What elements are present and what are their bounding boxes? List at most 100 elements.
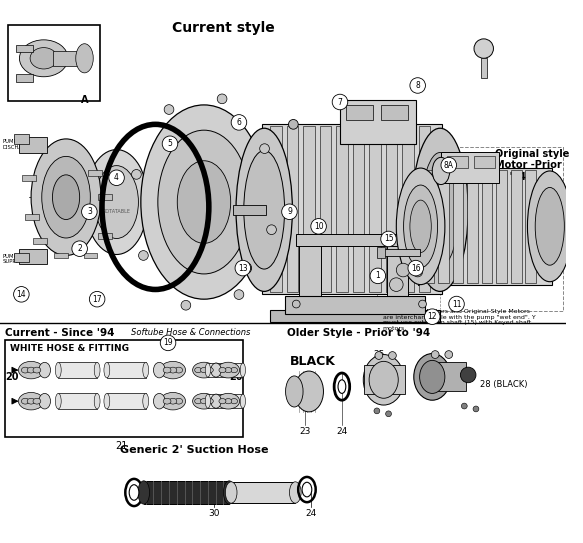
Bar (144, 481, 229, 504)
Ellipse shape (226, 482, 237, 503)
Circle shape (82, 204, 97, 219)
Ellipse shape (231, 368, 238, 372)
Bar (33, 238, 47, 244)
Circle shape (259, 144, 269, 154)
Text: Current Style Motors and Original Style Motors
are interchangeable with the pump: Current Style Motors and Original Style … (382, 309, 535, 331)
Text: Generic 2' Suction Hose: Generic 2' Suction Hose (120, 445, 269, 455)
Text: 24: 24 (305, 509, 317, 518)
Bar (319, 127, 331, 292)
Bar (387, 236, 408, 306)
Bar (98, 233, 112, 239)
Text: 14: 14 (16, 290, 26, 299)
Ellipse shape (535, 187, 564, 265)
Ellipse shape (223, 481, 235, 504)
Text: 4: 4 (114, 173, 119, 182)
Ellipse shape (211, 394, 222, 408)
Ellipse shape (217, 362, 240, 378)
Circle shape (413, 267, 423, 277)
Circle shape (234, 290, 244, 299)
Ellipse shape (33, 367, 41, 373)
Ellipse shape (205, 363, 210, 377)
Circle shape (289, 119, 298, 129)
Circle shape (162, 136, 178, 151)
Text: Older Style - Prior to '94: Older Style - Prior to '94 (287, 329, 430, 338)
Ellipse shape (225, 399, 232, 404)
Circle shape (396, 263, 410, 277)
Ellipse shape (19, 393, 44, 410)
Ellipse shape (163, 398, 171, 404)
Bar (364, 365, 405, 394)
Bar (16, 45, 33, 53)
Text: WHITE HOSE & FITTING: WHITE HOSE & FITTING (10, 344, 129, 353)
Text: PUMP
SUPPLY: PUMP SUPPLY (3, 254, 22, 264)
Ellipse shape (236, 128, 292, 292)
Ellipse shape (412, 128, 468, 292)
Ellipse shape (22, 398, 29, 404)
Circle shape (381, 231, 396, 247)
Text: 11: 11 (452, 300, 461, 308)
Ellipse shape (201, 399, 208, 404)
Circle shape (240, 262, 252, 274)
Ellipse shape (169, 398, 177, 404)
Circle shape (109, 170, 124, 186)
Ellipse shape (403, 185, 438, 268)
Text: 7: 7 (338, 98, 342, 106)
Text: 10: 10 (314, 222, 324, 231)
Circle shape (13, 287, 29, 302)
Bar (377, 247, 385, 258)
Ellipse shape (422, 153, 458, 267)
Bar (208, 363, 243, 377)
Bar (19, 137, 47, 153)
Bar (13, 134, 29, 144)
Text: 17: 17 (92, 295, 102, 304)
Ellipse shape (217, 393, 240, 409)
Bar (303, 127, 315, 292)
Circle shape (311, 219, 326, 234)
Ellipse shape (42, 156, 90, 238)
Bar (481, 58, 487, 78)
Text: 6: 6 (237, 118, 241, 127)
Ellipse shape (163, 367, 171, 373)
Text: ROTATABLE: ROTATABLE (103, 209, 131, 214)
Ellipse shape (52, 175, 80, 219)
Ellipse shape (141, 105, 267, 299)
Text: 9: 9 (287, 207, 292, 216)
Bar (13, 252, 29, 262)
Bar (107, 393, 146, 409)
Circle shape (282, 204, 297, 219)
Bar (22, 175, 36, 181)
Bar (496, 170, 507, 283)
Bar (54, 252, 68, 258)
Text: Current style: Current style (172, 21, 275, 35)
Bar (467, 170, 478, 283)
Ellipse shape (31, 139, 101, 255)
Circle shape (408, 260, 423, 276)
Ellipse shape (211, 394, 222, 408)
Ellipse shape (169, 367, 177, 373)
Bar (270, 310, 440, 321)
Ellipse shape (27, 367, 35, 373)
Bar (19, 249, 47, 264)
Ellipse shape (22, 367, 29, 373)
Circle shape (164, 105, 174, 115)
Ellipse shape (177, 161, 231, 243)
Bar (8, 26, 100, 101)
Ellipse shape (129, 485, 139, 500)
Ellipse shape (219, 368, 226, 372)
Ellipse shape (294, 371, 324, 412)
Circle shape (461, 403, 467, 409)
Circle shape (375, 352, 382, 359)
Text: 8A: 8A (444, 161, 454, 169)
Text: Softube Hose & Connections: Softube Hose & Connections (131, 329, 251, 337)
Ellipse shape (396, 168, 445, 285)
Text: 19: 19 (163, 338, 173, 348)
Text: 30: 30 (208, 509, 219, 518)
Bar (423, 170, 434, 283)
Circle shape (410, 78, 426, 93)
Text: 25: 25 (373, 350, 385, 359)
Ellipse shape (160, 361, 185, 379)
Bar (299, 236, 321, 306)
Ellipse shape (138, 481, 150, 504)
Text: 20: 20 (229, 372, 243, 382)
Circle shape (374, 408, 380, 414)
